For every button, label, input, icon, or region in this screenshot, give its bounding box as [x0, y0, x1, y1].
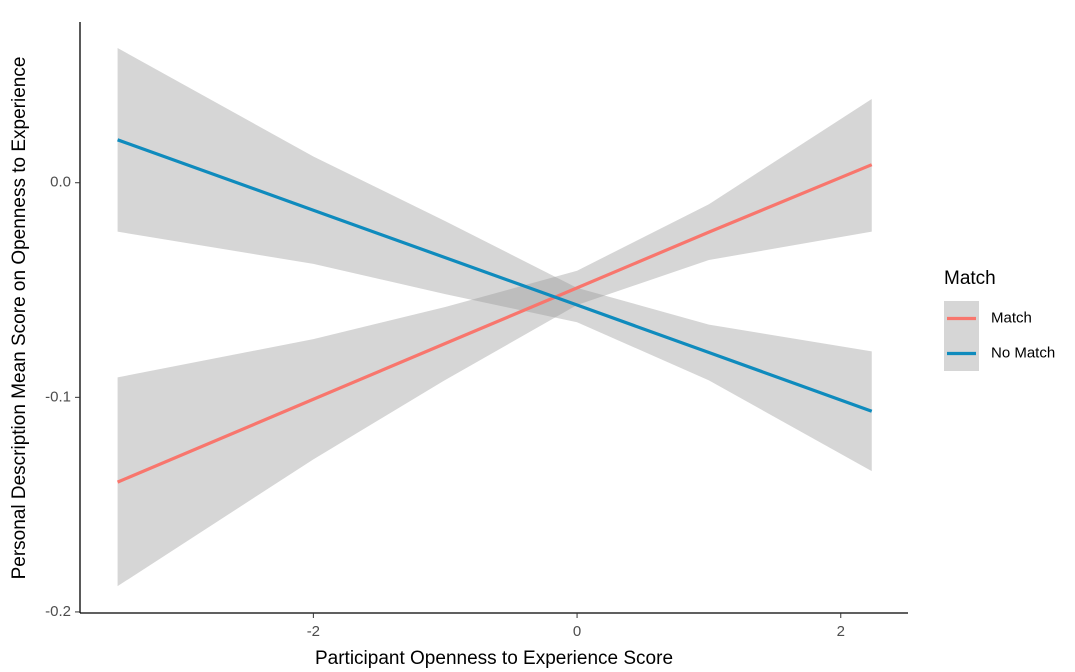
y-tick-label: 0.0 [50, 174, 71, 191]
legend-label: No Match [991, 344, 1055, 361]
y-tick-label: -0.2 [45, 603, 71, 620]
confidence-ribbon [117, 99, 872, 587]
confidence-ribbon [117, 47, 872, 472]
x-tick-label: 0 [573, 623, 581, 640]
trend-line [117, 138, 873, 413]
x-axis-title: Participant Openness to Experience Score [315, 648, 673, 669]
y-tick-label: -0.1 [45, 388, 71, 405]
legend-label: Match [991, 309, 1032, 326]
trend-line [116, 163, 873, 484]
x-tick-label: -2 [307, 623, 320, 640]
y-axis-title: Personal Description Mean Score on Openn… [9, 57, 30, 580]
legend-title: Match [944, 268, 996, 289]
x-tick-label: 2 [837, 623, 845, 640]
